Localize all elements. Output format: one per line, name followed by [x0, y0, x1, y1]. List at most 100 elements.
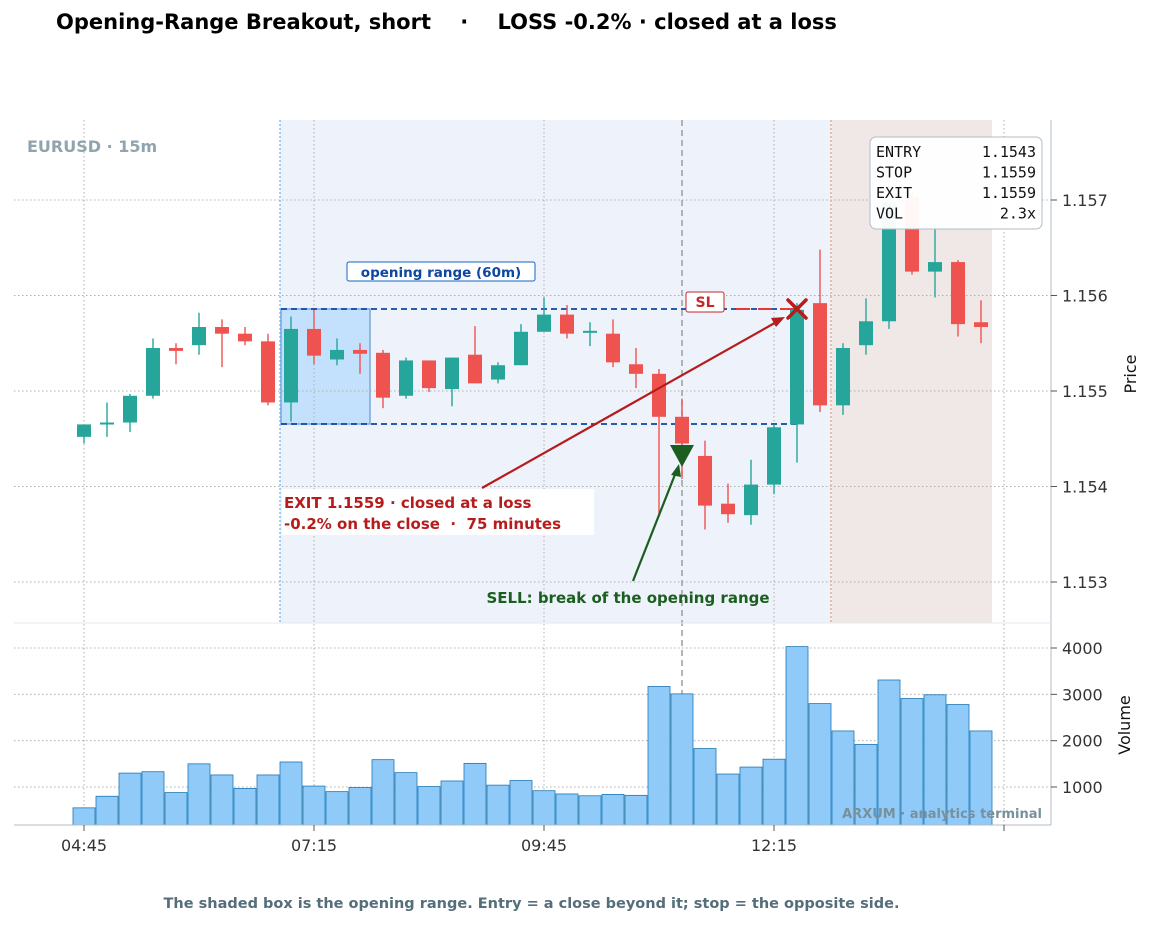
sl-label: SL [695, 295, 714, 311]
info-box-rows: ENTRY 1.1543 STOP 1.1559 EXIT 1.1559 VOL 2.3x [876, 143, 1036, 223]
candle-body [261, 341, 275, 403]
volume-bar [647, 686, 671, 826]
candle [215, 319, 229, 368]
opening-range-label: opening range (60m) [361, 265, 521, 281]
volume-bar [72, 807, 96, 826]
candle [468, 326, 482, 384]
volume-bar [394, 772, 418, 826]
candle-body [744, 484, 758, 516]
candle [123, 393, 137, 433]
time-tick-label: 09:45 [521, 836, 567, 855]
candle-body [560, 314, 574, 334]
time-tick-label: 04:45 [61, 836, 107, 855]
volume-bar [624, 794, 648, 826]
info-value: 2.3x [1000, 205, 1036, 223]
candle-body [813, 303, 827, 406]
candles [77, 192, 988, 530]
time-tick-label: 07:15 [291, 836, 337, 855]
candle-body [583, 330, 597, 333]
candle-body [100, 422, 114, 425]
candle [859, 298, 873, 355]
info-key: EXIT [876, 184, 912, 202]
candle [399, 357, 413, 399]
candle-body [353, 349, 367, 354]
volume-bar [509, 780, 533, 826]
volume-bar [578, 795, 602, 826]
candle-body [491, 365, 505, 380]
candle-body [468, 354, 482, 384]
candle-body [698, 455, 712, 506]
candle [491, 362, 505, 384]
candle-body [629, 364, 643, 374]
candle [330, 338, 344, 366]
volume-bar [762, 758, 786, 826]
info-value: 1.1543 [982, 143, 1036, 161]
chart-title: Opening-Range Breakout, short · LOSS -0.… [56, 10, 837, 34]
exit-label-box [282, 489, 594, 535]
exit-label-line1: EXIT 1.1559 · closed at a loss [284, 494, 532, 512]
candle-body [537, 314, 551, 332]
candle-body [307, 328, 321, 356]
volume-bar [187, 763, 211, 826]
info-key: ENTRY [876, 143, 921, 161]
candle [813, 249, 827, 413]
exit-arrow [481, 319, 781, 489]
candle [146, 338, 160, 399]
info-value: 1.1559 [982, 184, 1036, 202]
info-box [869, 136, 1043, 230]
candle [928, 228, 942, 298]
candle-body [77, 424, 91, 437]
candle-body [790, 309, 804, 425]
candle-body [146, 348, 160, 396]
candle [790, 303, 804, 463]
volume-bar [256, 774, 280, 826]
candle-body [721, 503, 735, 515]
candle [353, 343, 367, 374]
candle-body [422, 360, 436, 389]
info-key: VOL [876, 205, 903, 223]
candle-body [192, 327, 206, 346]
volume-bars [72, 646, 993, 826]
candle [974, 300, 988, 344]
candle-body [606, 333, 620, 363]
volume-bar [532, 790, 556, 826]
candle [652, 369, 666, 518]
volume-bar [302, 785, 326, 826]
volume-tick-label: 4000 [1062, 639, 1103, 658]
candle-body [652, 373, 666, 417]
price-tick-label: 1.154 [1062, 478, 1108, 497]
sell-arrow [631, 471, 678, 582]
volume-bar [371, 759, 395, 826]
volume-tick-label: 1000 [1062, 778, 1103, 797]
candle [77, 424, 91, 444]
time-tick-label: 12:15 [751, 836, 797, 855]
candle-body [399, 360, 413, 396]
candle [744, 459, 758, 525]
volume-bar [785, 646, 809, 826]
exit-label-line2: -0.2% on the close · 75 minutes [284, 515, 561, 533]
info-value: 1.1559 [982, 164, 1036, 182]
candle [169, 343, 183, 365]
symbol-label: EURUSD · 15m [27, 137, 157, 156]
volume-bar [739, 766, 763, 826]
candle-body [215, 327, 229, 334]
candle-body [284, 328, 298, 403]
candle [445, 357, 459, 407]
watermark: ARXUM · analytics terminal [842, 807, 1042, 822]
candle-body [330, 349, 344, 360]
volume-bar [233, 787, 257, 826]
volume-bar [141, 771, 165, 826]
volume-bar [348, 787, 372, 826]
exit-marker [786, 298, 808, 320]
volume-bar [601, 794, 625, 826]
volume-bar [279, 761, 303, 826]
volume-bar [555, 793, 579, 826]
candle-body [974, 322, 988, 328]
price-tick-label: 1.153 [1062, 573, 1108, 592]
volume-axis-label: Volume [1115, 695, 1134, 755]
candle [951, 260, 965, 337]
volume-bar [463, 762, 487, 826]
candle [836, 343, 850, 415]
price-tick-label: 1.156 [1062, 287, 1108, 306]
